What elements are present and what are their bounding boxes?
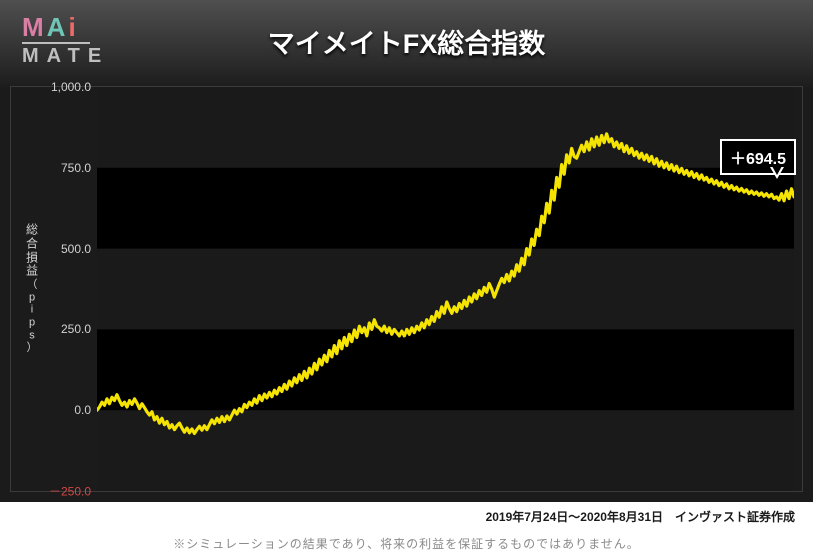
chart-panel: MAi MATE マイメイトFX総合指数 総合損益（pips） 1,000.07… [0,0,813,502]
footer-date-range: 2019年7月24日〜2020年8月31日 インヴァスト証券作成 [486,508,795,525]
y-tick-label: 0.0 [74,403,91,417]
value-callout: ＋694.5 [720,139,796,175]
line-chart-svg [97,87,794,491]
y-tick-label: 1,000.0 [51,80,91,94]
y-tick-label: －250.0 [49,483,91,500]
plot-area: 総合損益（pips） 1,000.0750.0500.0250.00.0－250… [10,86,803,492]
chart-title: マイメイトFX総合指数 [0,22,813,61]
y-tick-label: 750.0 [61,161,91,175]
y-tick-label: 250.0 [61,322,91,336]
y-axis-label: 総合損益（pips） [25,223,39,354]
y-tick-label: 500.0 [61,242,91,256]
footer-disclaimer: ※シミュレーションの結果であり、将来の利益を保証するものではありません。 [0,535,813,552]
